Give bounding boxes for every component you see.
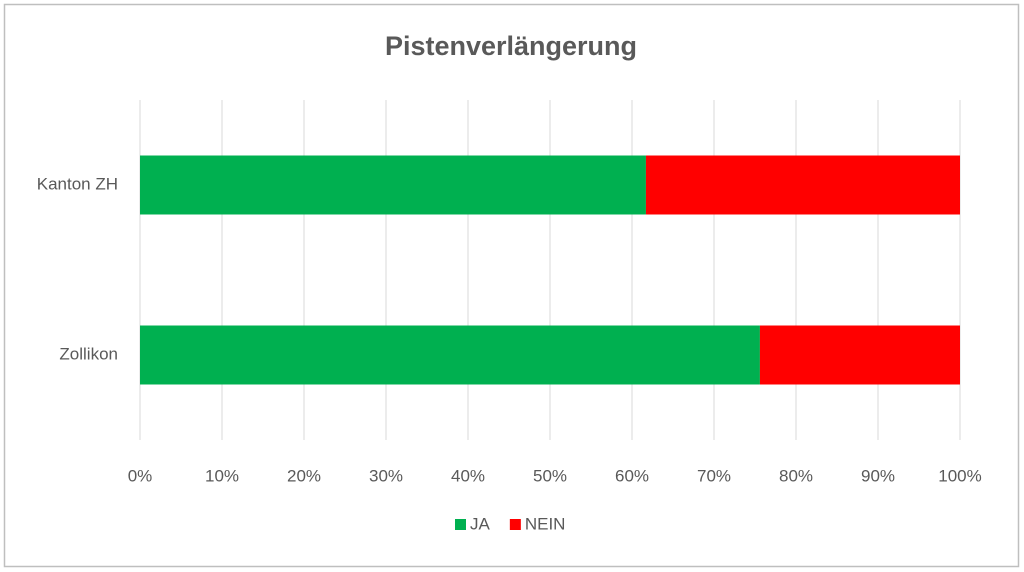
y-tick-label: Zollikon: [59, 344, 118, 363]
y-tick-label: Kanton ZH: [37, 174, 118, 193]
x-tick-label: 50%: [533, 466, 567, 485]
chart-title: Pistenverlängerung: [385, 31, 637, 61]
x-tick-label: 0%: [128, 466, 153, 485]
legend-swatch: [455, 519, 466, 530]
chart-frame: [3, 3, 1020, 568]
bar-segment: [645, 155, 960, 215]
x-tick-label: 40%: [451, 466, 485, 485]
x-tick-label: 20%: [287, 466, 321, 485]
x-tick-label: 10%: [205, 466, 239, 485]
legend-label: JA: [470, 514, 491, 533]
x-tick-label: 60%: [615, 466, 649, 485]
x-tick-label: 30%: [369, 466, 403, 485]
bar-segment: [140, 155, 646, 215]
x-tick-label: 100%: [938, 466, 981, 485]
bar-segment: [140, 325, 760, 385]
legend-swatch: [509, 519, 521, 530]
x-tick-label: 90%: [861, 466, 895, 485]
x-tick-label: 70%: [697, 466, 731, 485]
bar-segment: [759, 325, 960, 385]
legend-label: NEIN: [525, 514, 566, 533]
x-tick-label: 80%: [779, 466, 813, 485]
